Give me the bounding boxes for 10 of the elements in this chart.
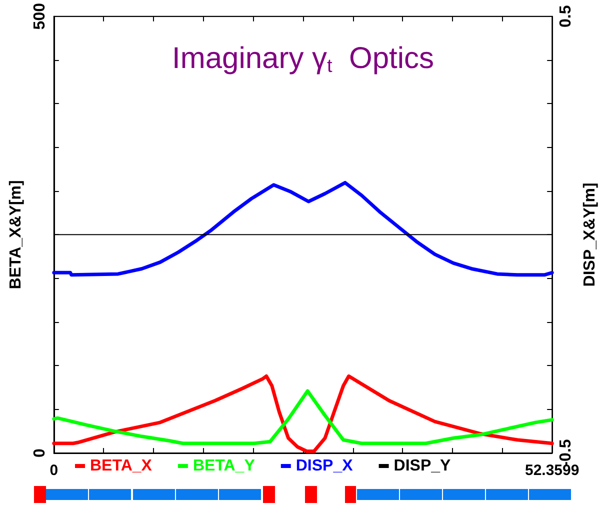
y2-tick-label: 0.5 <box>558 5 575 28</box>
line-series <box>52 389 554 446</box>
legend-label: DISP_Y <box>394 458 452 474</box>
legend-label: BETA_Y <box>192 458 256 474</box>
y-tick-label: 500 <box>31 2 48 30</box>
line-series <box>52 180 554 277</box>
y-axis-title: BETA_X&Y[m] <box>8 180 24 290</box>
legend-label: BETA_X <box>90 458 152 474</box>
y2-axis-title: DISP_X&Y[m] <box>582 182 598 287</box>
legend-label: DISP_X <box>296 458 354 474</box>
